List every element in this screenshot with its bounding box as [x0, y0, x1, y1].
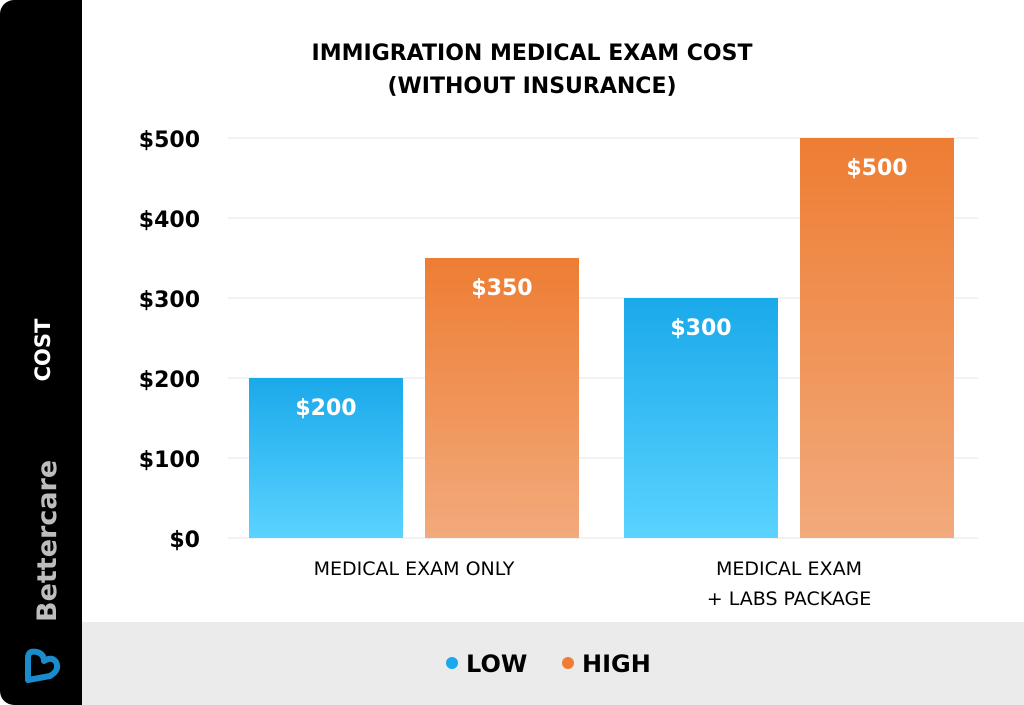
bar-high	[800, 138, 954, 538]
bar-low	[624, 298, 778, 538]
legend-swatch-low	[446, 657, 458, 669]
y-axis-label: COST	[31, 318, 55, 381]
bar-value-label: $350	[471, 276, 532, 301]
y-tick-label: $100	[139, 448, 200, 473]
y-tick-label: $200	[139, 368, 200, 393]
y-tick-label: $300	[139, 288, 200, 313]
bar-high	[425, 258, 579, 538]
y-tick-label: $0	[169, 528, 200, 553]
y-tick-label: $400	[139, 208, 200, 233]
brand-logo: Bettercare	[25, 460, 63, 683]
x-tick-label: MEDICAL EXAM	[716, 558, 862, 580]
legend-label-high: HIGH	[582, 650, 651, 678]
bar-value-label: $200	[295, 396, 356, 421]
bar-low	[249, 378, 403, 538]
heart-logo-icon	[25, 648, 61, 683]
x-tick-label: MEDICAL EXAM ONLY	[314, 558, 515, 580]
chart-subtitle: (WITHOUT INSURANCE)	[387, 74, 676, 99]
y-tick-label: $500	[139, 128, 200, 153]
legend-swatch-high	[562, 657, 574, 669]
bar-value-label: $300	[670, 316, 731, 341]
x-tick-label: + LABS PACKAGE	[707, 588, 871, 610]
legend-label-low: LOW	[466, 650, 527, 678]
brand-wordmark: Bettercare	[32, 460, 63, 622]
chart-title: IMMIGRATION MEDICAL EXAM COST	[312, 41, 753, 66]
legend-band	[82, 622, 1024, 705]
bar-value-label: $500	[846, 156, 907, 181]
sidebar-band	[0, 0, 82, 705]
